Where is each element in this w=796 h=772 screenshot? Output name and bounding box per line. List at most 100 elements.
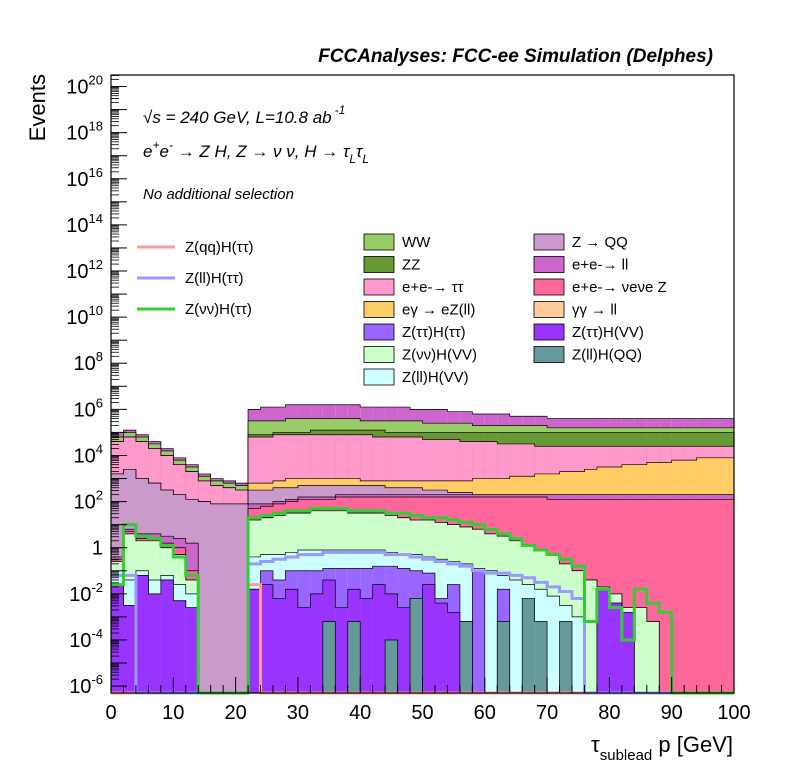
legend-bkg-col1-label: Z(νν)H(VV) [402, 347, 477, 364]
stack-bar [335, 607, 348, 693]
x-axis-label-rest: p [GeV] [652, 732, 733, 757]
stack-bar [310, 593, 323, 693]
stack-bar [297, 607, 311, 693]
proc-tau: τ [356, 142, 364, 161]
legend-bkg-col2-swatch [533, 278, 565, 296]
annotation-energy: √s = 240 GeV, L=10.8 ab -1 [143, 103, 345, 127]
stack-bar [472, 570, 485, 693]
stack-bar [135, 575, 149, 693]
x-tick-labels: 0 10 20 30 40 50 60 70 80 90 100 [105, 702, 750, 724]
stack-outline [110, 404, 734, 693]
proc-L2: L [362, 152, 369, 166]
legend-bkg-col1-label: ZZ [402, 257, 420, 274]
x-axis-label-sub: sublead [600, 747, 653, 764]
chart-title: FCCAnalyses: FCC-ee Simulation (Delphes) [318, 46, 713, 67]
stack-bar [509, 580, 523, 693]
axis-ticks [110, 75, 735, 693]
stack-bar [160, 580, 174, 693]
stack-outline [110, 418, 734, 693]
stack-outline [110, 434, 734, 693]
annotation-energy-sup: -1 [335, 103, 346, 117]
x-tick-label: 70 [536, 702, 558, 724]
stack-bar [260, 584, 273, 693]
y-tick-label: 10-6 [69, 672, 103, 698]
plot-area [110, 74, 735, 695]
stack-bar [684, 499, 697, 693]
legend-bkg-col1-swatch [363, 346, 395, 363]
legend-signal-label: Z(ll)H(ττ) [185, 270, 244, 287]
stack-bar [285, 589, 298, 693]
stack-bar [621, 612, 635, 693]
legend-background: WW ZZ e+e-→ ττ eγ → eZ(ll) Z(ττ)H(ττ) Z(νν)H(… [363, 233, 667, 386]
proc-L1: L [349, 152, 356, 166]
stack-bar [497, 621, 510, 693]
stack-outline [110, 496, 734, 694]
stack-bar [223, 503, 236, 693]
y-tick-label: 104 [74, 441, 103, 467]
stack-bar [659, 499, 672, 693]
stack-bar [360, 598, 373, 693]
stack-bar [198, 501, 211, 693]
stack-bar [671, 499, 685, 693]
x-axis-label: τsublead p [GeV] [591, 732, 733, 764]
stack-bar [385, 639, 398, 693]
legend-bkg-col1-label: WW [402, 234, 431, 251]
x-axis-label-main: τ [591, 732, 600, 757]
stack-bar [547, 596, 560, 693]
stack-bar [584, 580, 597, 693]
y-tick-labels: 10-6 10-4 10-2 1 102 104 106 108 1010 1012 1014 101… [66, 73, 103, 699]
proc-e1: e [143, 142, 152, 161]
legend-bkg-col1-swatch [363, 256, 395, 273]
legend-bkg-col1-swatch [363, 323, 395, 341]
legend-bkg-col2-label: e+e-→ νeνe Z [572, 279, 667, 296]
x-tick-label: 40 [349, 702, 371, 724]
legend-bkg-col1-label: eγ → eZ(ll) [402, 302, 475, 319]
y-tick-label: 1014 [66, 211, 103, 237]
legend-signal: Z(qq)H(ττ) Z(ll)H(ττ) Z(νν)H(ττ) [137, 239, 254, 318]
y-tick-label: 102 [74, 488, 103, 514]
stack-bar [434, 603, 448, 693]
legend-bkg-col1-swatch [363, 233, 395, 251]
stack-bar [173, 600, 186, 693]
proc-plus: + [152, 138, 159, 152]
stack-bar [397, 607, 411, 693]
legend-bkg-col1-swatch [363, 368, 395, 386]
y-tick-label: 1020 [66, 73, 103, 99]
legend-signal-label: Z(νν)H(ττ) [185, 301, 252, 318]
y-tick-label: 108 [74, 349, 103, 375]
legend-bkg-col2-swatch [533, 233, 565, 251]
stack-bar [522, 598, 535, 693]
stack-bar [248, 589, 261, 693]
legend-bkg-col2-label: Z → QQ [572, 234, 628, 251]
y-tick-label: 10-2 [69, 580, 103, 606]
stack-bar [609, 603, 622, 693]
stack-bar [422, 584, 435, 693]
stack-bar [123, 605, 136, 693]
y-tick-label: 1010 [66, 303, 103, 329]
y-tick-label: 1 [92, 538, 103, 560]
proc-minus: - [169, 138, 173, 152]
annotation-selection: No additional selection [143, 186, 294, 203]
legend-bkg-col2-swatch [533, 323, 565, 341]
legend-bkg-col2-swatch [533, 301, 565, 318]
stack-bar [696, 499, 710, 693]
stack-bar [272, 598, 286, 693]
y-axis-label: Events [25, 74, 50, 141]
proc-mid: → Z H, Z → ν ν, H → τ [173, 142, 351, 161]
stack-bar [484, 570, 498, 693]
stack-layer-13 [111, 598, 734, 694]
legend-bkg-col2-swatch [533, 346, 565, 363]
stack-bar [111, 584, 124, 693]
stack-bar [534, 621, 548, 693]
annotation-energy-text: s = 240 GeV, L=10.8 ab [152, 108, 331, 127]
sqrt-symbol: √ [143, 108, 153, 127]
stack-bar [559, 621, 573, 693]
stack-bar [447, 612, 460, 693]
x-tick-label: 60 [474, 702, 496, 724]
stack-bar [459, 621, 473, 693]
stack-bar [322, 621, 336, 693]
stack-bar [646, 621, 660, 693]
legend-bkg-col2-label: Z(ττ)H(VV) [572, 324, 644, 341]
x-tick-label: 30 [287, 702, 309, 724]
